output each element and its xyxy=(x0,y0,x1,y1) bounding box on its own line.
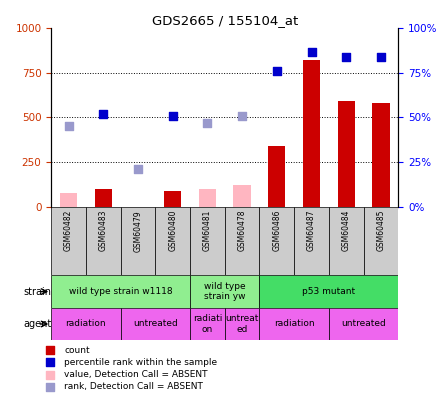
Text: GSM60479: GSM60479 xyxy=(134,210,142,252)
Text: percentile rank within the sample: percentile rank within the sample xyxy=(64,358,217,367)
Text: untreated: untreated xyxy=(341,320,386,328)
Text: agent: agent xyxy=(23,319,51,329)
Text: untreat
ed: untreat ed xyxy=(226,314,259,334)
Bar xyxy=(95,189,112,207)
Bar xyxy=(225,308,259,340)
Bar xyxy=(329,207,364,275)
Text: GSM60478: GSM60478 xyxy=(238,210,247,252)
Bar xyxy=(294,207,329,275)
Text: untreated: untreated xyxy=(133,320,178,328)
Text: p53 mutant: p53 mutant xyxy=(302,287,356,296)
Bar xyxy=(338,101,355,207)
Point xyxy=(46,347,53,354)
Text: wild type strain w1118: wild type strain w1118 xyxy=(69,287,172,296)
Point xyxy=(100,111,107,117)
Bar xyxy=(364,207,398,275)
Text: radiation: radiation xyxy=(65,320,106,328)
Point xyxy=(343,53,350,60)
Text: count: count xyxy=(64,346,90,355)
Bar xyxy=(155,207,190,275)
Point xyxy=(134,166,142,173)
Bar xyxy=(121,207,155,275)
Bar xyxy=(259,207,294,275)
Point xyxy=(46,384,53,390)
Text: radiation: radiation xyxy=(274,320,315,328)
Bar xyxy=(234,185,251,207)
Point xyxy=(273,68,280,75)
Text: GSM60480: GSM60480 xyxy=(168,210,177,252)
Bar xyxy=(303,60,320,207)
Text: GSM60484: GSM60484 xyxy=(342,210,351,252)
Point xyxy=(308,48,315,55)
Bar xyxy=(51,308,121,340)
Point xyxy=(239,113,246,119)
Bar xyxy=(60,193,77,207)
Text: rank, Detection Call = ABSENT: rank, Detection Call = ABSENT xyxy=(64,382,203,391)
Point xyxy=(169,113,176,119)
Text: value, Detection Call = ABSENT: value, Detection Call = ABSENT xyxy=(64,370,208,379)
Bar xyxy=(164,190,182,207)
Text: GSM60485: GSM60485 xyxy=(376,210,385,252)
Text: GSM60486: GSM60486 xyxy=(272,210,281,252)
Text: GSM60481: GSM60481 xyxy=(203,210,212,252)
Point xyxy=(65,123,72,130)
Bar xyxy=(225,207,259,275)
Point xyxy=(46,359,53,366)
Bar xyxy=(86,207,121,275)
Text: wild type
strain yw: wild type strain yw xyxy=(204,282,246,301)
Bar xyxy=(190,308,225,340)
Bar xyxy=(259,308,329,340)
Bar xyxy=(268,146,286,207)
Bar xyxy=(259,275,398,308)
Point xyxy=(377,53,384,60)
Text: radiati
on: radiati on xyxy=(193,314,222,334)
Bar xyxy=(121,308,190,340)
Text: GSM60482: GSM60482 xyxy=(64,210,73,252)
Bar xyxy=(190,207,225,275)
Text: strain: strain xyxy=(23,287,51,296)
Bar xyxy=(190,275,259,308)
Text: GSM60487: GSM60487 xyxy=(307,210,316,252)
Point xyxy=(46,371,53,378)
Bar xyxy=(51,275,190,308)
Bar xyxy=(51,207,86,275)
Bar xyxy=(198,189,216,207)
Title: GDS2665 / 155104_at: GDS2665 / 155104_at xyxy=(152,14,298,27)
Text: GSM60483: GSM60483 xyxy=(99,210,108,252)
Bar xyxy=(372,103,390,207)
Point xyxy=(204,119,211,126)
Bar xyxy=(329,308,398,340)
